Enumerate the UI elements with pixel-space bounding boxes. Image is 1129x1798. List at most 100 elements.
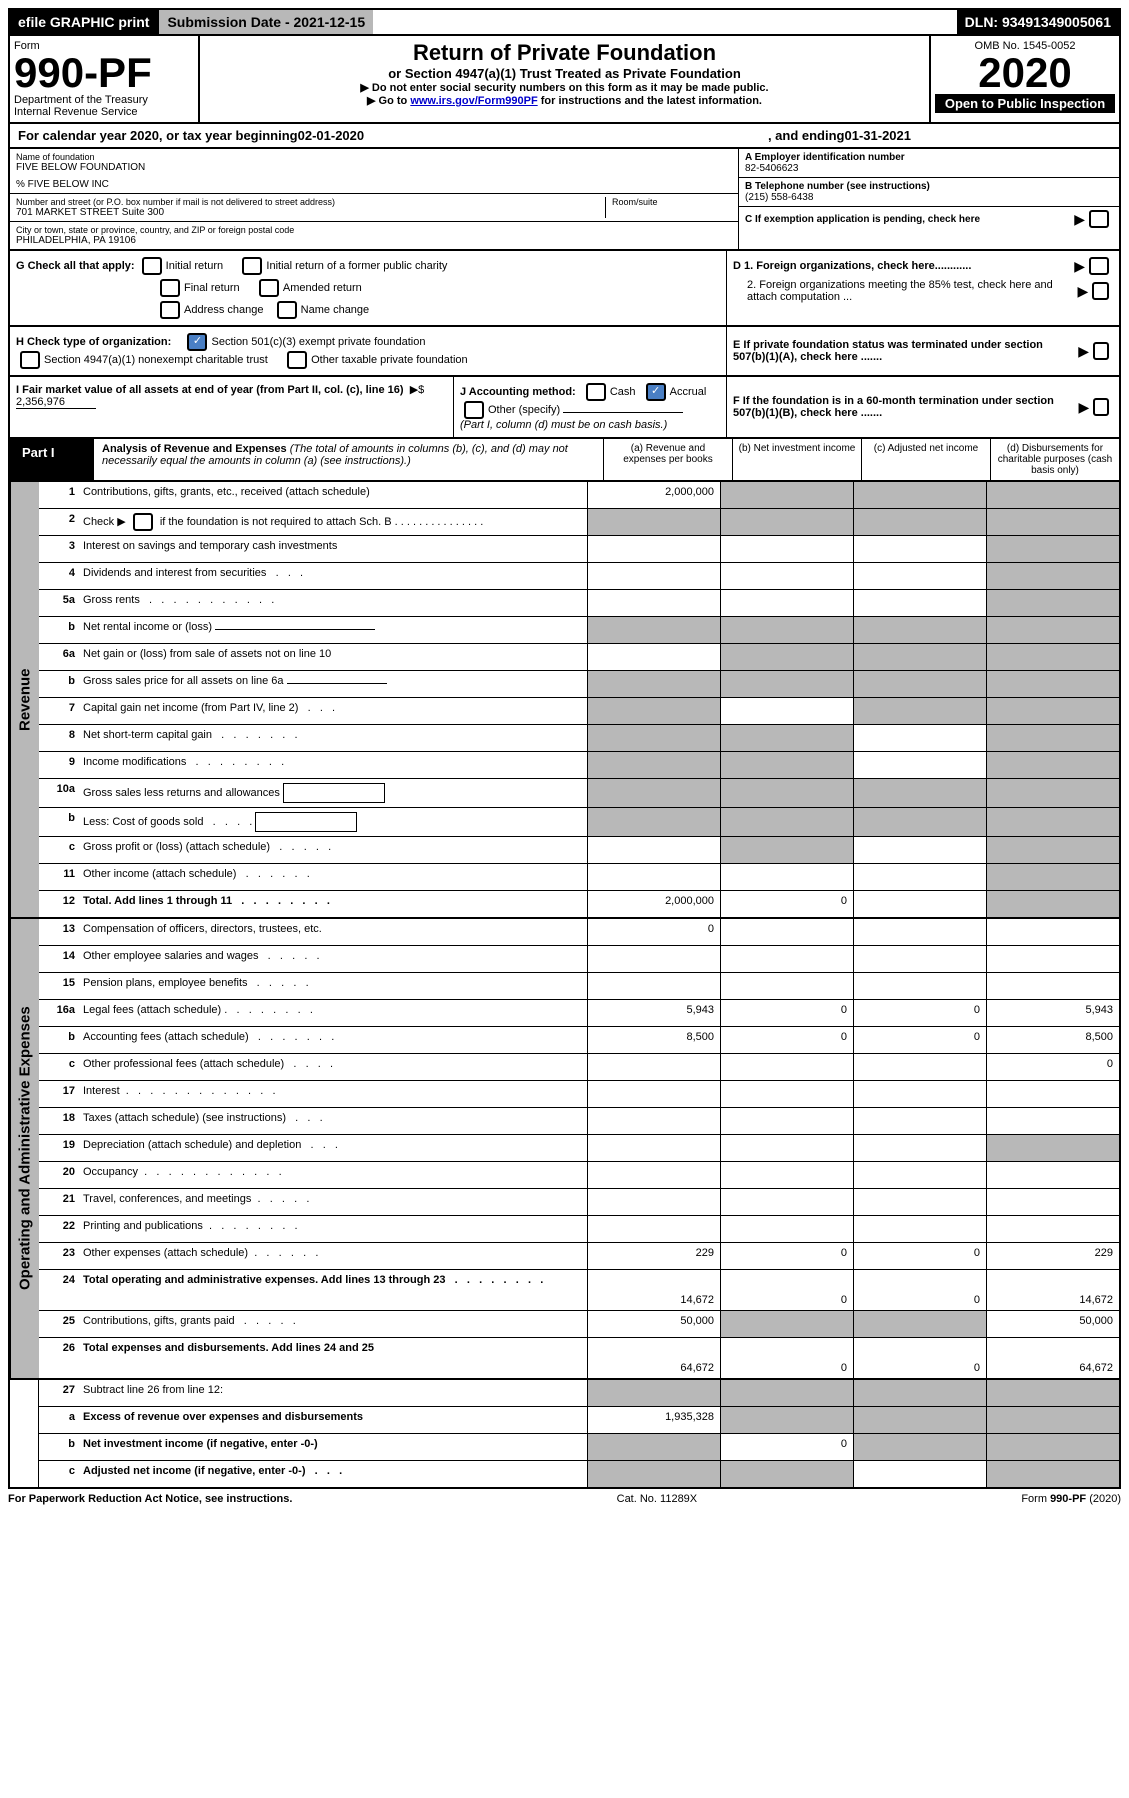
row-8: 8Net short-term capital gain . . . . . .… (39, 725, 1119, 752)
tax-year: 2020 (935, 52, 1115, 94)
row-18: 18Taxes (attach schedule) (see instructi… (39, 1108, 1119, 1135)
section-h-e: H Check type of organization: ✓Section 5… (8, 327, 1121, 377)
expenses-label: Operating and Administrative Expenses (10, 919, 39, 1378)
row-5a: 5aGross rents . . . . . . . . . . . (39, 590, 1119, 617)
irs-link[interactable]: www.irs.gov/Form990PF (410, 95, 537, 107)
net-section: 27Subtract line 26 from line 12: aExcess… (8, 1380, 1121, 1489)
initial-checkbox[interactable] (142, 257, 162, 275)
f-checkbox[interactable] (1093, 398, 1109, 416)
row-27a: aExcess of revenue over expenses and dis… (39, 1407, 1119, 1434)
footer: For Paperwork Reduction Act Notice, see … (8, 1489, 1121, 1505)
inst2: ▶ Go to www.irs.gov/Form990PF for instru… (204, 94, 925, 107)
ein-label: A Employer identification number (745, 152, 1113, 163)
row-11: 11Other income (attach schedule) . . . .… (39, 864, 1119, 891)
top-bar: efile GRAPHIC print Submission Date - 20… (8, 8, 1121, 36)
h-other-checkbox[interactable] (287, 351, 307, 369)
g-label: G Check all that apply: (16, 260, 135, 272)
amended-checkbox[interactable] (259, 279, 279, 297)
dln: DLN: 93491349005061 (957, 10, 1119, 34)
row-10b: bLess: Cost of goods sold . . . . (39, 808, 1119, 837)
form-number: 990-PF (14, 52, 194, 94)
row-3: 3Interest on savings and temporary cash … (39, 536, 1119, 563)
row-25: 25Contributions, gifts, grants paid . . … (39, 1311, 1119, 1338)
efile-label[interactable]: efile GRAPHIC print (10, 10, 157, 34)
calendar-year: For calendar year 2020, or tax year begi… (8, 124, 1121, 149)
row-20: 20Occupancy . . . . . . . . . . . . (39, 1162, 1119, 1189)
row-10a: 10aGross sales less returns and allowanc… (39, 779, 1119, 808)
row-26: 26Total expenses and disbursements. Add … (39, 1338, 1119, 1378)
d1-checkbox[interactable] (1089, 257, 1109, 275)
row-13: 13Compensation of officers, directors, t… (39, 919, 1119, 946)
row-24: 24Total operating and administrative exp… (39, 1270, 1119, 1311)
j-accrual-checkbox[interactable]: ✓ (646, 383, 666, 401)
e-label: E If private foundation status was termi… (733, 339, 1078, 363)
footer-right: Form 990-PF (2020) (1021, 1493, 1121, 1505)
row-27b: bNet investment income (if negative, ent… (39, 1434, 1119, 1461)
footer-left: For Paperwork Reduction Act Notice, see … (8, 1493, 292, 1505)
d2-label: 2. Foreign organizations meeting the 85%… (733, 279, 1077, 303)
expenses-section: Operating and Administrative Expenses 13… (8, 919, 1121, 1380)
row-10c: cGross profit or (loss) (attach schedule… (39, 837, 1119, 864)
open-public: Open to Public Inspection (935, 94, 1115, 113)
row-6b: bGross sales price for all assets on lin… (39, 671, 1119, 698)
row-23: 23Other expenses (attach schedule) . . .… (39, 1243, 1119, 1270)
initial-former-checkbox[interactable] (242, 257, 262, 275)
address: 701 MARKET STREET Suite 300 (16, 207, 605, 218)
j-other-checkbox[interactable] (464, 401, 484, 419)
addr-change-checkbox[interactable] (160, 301, 180, 319)
row-12: 12Total. Add lines 1 through 11 . . . . … (39, 891, 1119, 917)
row-16c: cOther professional fees (attach schedul… (39, 1054, 1119, 1081)
year-begin: 02-01-2020 (298, 128, 365, 143)
j-cash-checkbox[interactable] (586, 383, 606, 401)
foundation-info: Name of foundation FIVE BELOW FOUNDATION… (8, 149, 1121, 251)
h-4947-checkbox[interactable] (20, 351, 40, 369)
care-of: % FIVE BELOW INC (16, 179, 732, 190)
room-label: Room/suite (612, 197, 732, 207)
main-title: Return of Private Foundation (204, 40, 925, 66)
foundation-name: FIVE BELOW FOUNDATION (16, 162, 732, 173)
row-19: 19Depreciation (attach schedule) and dep… (39, 1135, 1119, 1162)
row-1: 1Contributions, gifts, grants, etc., rec… (39, 482, 1119, 509)
h-501c3-checkbox[interactable]: ✓ (187, 333, 207, 351)
addr-label: Number and street (or P.O. box number if… (16, 197, 605, 207)
col-c-header: (c) Adjusted net income (861, 439, 990, 480)
schb-checkbox[interactable] (133, 513, 153, 531)
row-9: 9Income modifications . . . . . . . . (39, 752, 1119, 779)
final-checkbox[interactable] (160, 279, 180, 297)
revenue-section: Revenue 1Contributions, gifts, grants, e… (8, 482, 1121, 919)
row-21: 21Travel, conferences, and meetings . . … (39, 1189, 1119, 1216)
row-4: 4Dividends and interest from securities … (39, 563, 1119, 590)
row-14: 14Other employee salaries and wages . . … (39, 946, 1119, 973)
e-checkbox[interactable] (1093, 342, 1109, 360)
i-value: 2,356,976 (16, 396, 96, 409)
h-label: H Check type of organization: (16, 336, 171, 348)
irs: Internal Revenue Service (14, 106, 194, 118)
part-label: Part I (10, 439, 94, 480)
row-15: 15Pension plans, employee benefits . . .… (39, 973, 1119, 1000)
inst1: ▶ Do not enter social security numbers o… (204, 81, 925, 94)
phone: (215) 558-6438 (745, 192, 1113, 203)
col-b-header: (b) Net investment income (732, 439, 861, 480)
row-2: 2Check ▶ if the foundation is not requir… (39, 509, 1119, 536)
city: PHILADELPHIA, PA 19106 (16, 235, 732, 246)
row-27c: cAdjusted net income (if negative, enter… (39, 1461, 1119, 1487)
section-i-j-f: I Fair market value of all assets at end… (8, 377, 1121, 439)
row-17: 17Interest . . . . . . . . . . . . . (39, 1081, 1119, 1108)
name-change-checkbox[interactable] (277, 301, 297, 319)
part-title: Analysis of Revenue and Expenses (102, 443, 287, 455)
c-checkbox[interactable] (1089, 210, 1109, 228)
i-label: I Fair market value of all assets at end… (16, 384, 404, 396)
row-22: 22Printing and publications . . . . . . … (39, 1216, 1119, 1243)
col-d-header: (d) Disbursements for charitable purpose… (990, 439, 1119, 480)
revenue-label: Revenue (10, 482, 39, 917)
dept: Department of the Treasury (14, 94, 194, 106)
row-27: 27Subtract line 26 from line 12: (39, 1380, 1119, 1407)
d2-checkbox[interactable] (1092, 282, 1109, 300)
section-g-d: G Check all that apply: Initial return I… (8, 251, 1121, 327)
j-note: (Part I, column (d) must be on cash basi… (460, 419, 667, 431)
row-7: 7Capital gain net income (from Part IV, … (39, 698, 1119, 725)
ein: 82-5406623 (745, 163, 1113, 174)
year-end: 01-31-2021 (845, 128, 912, 143)
f-label: F If the foundation is in a 60-month ter… (733, 395, 1079, 419)
name-label: Name of foundation (16, 152, 732, 162)
